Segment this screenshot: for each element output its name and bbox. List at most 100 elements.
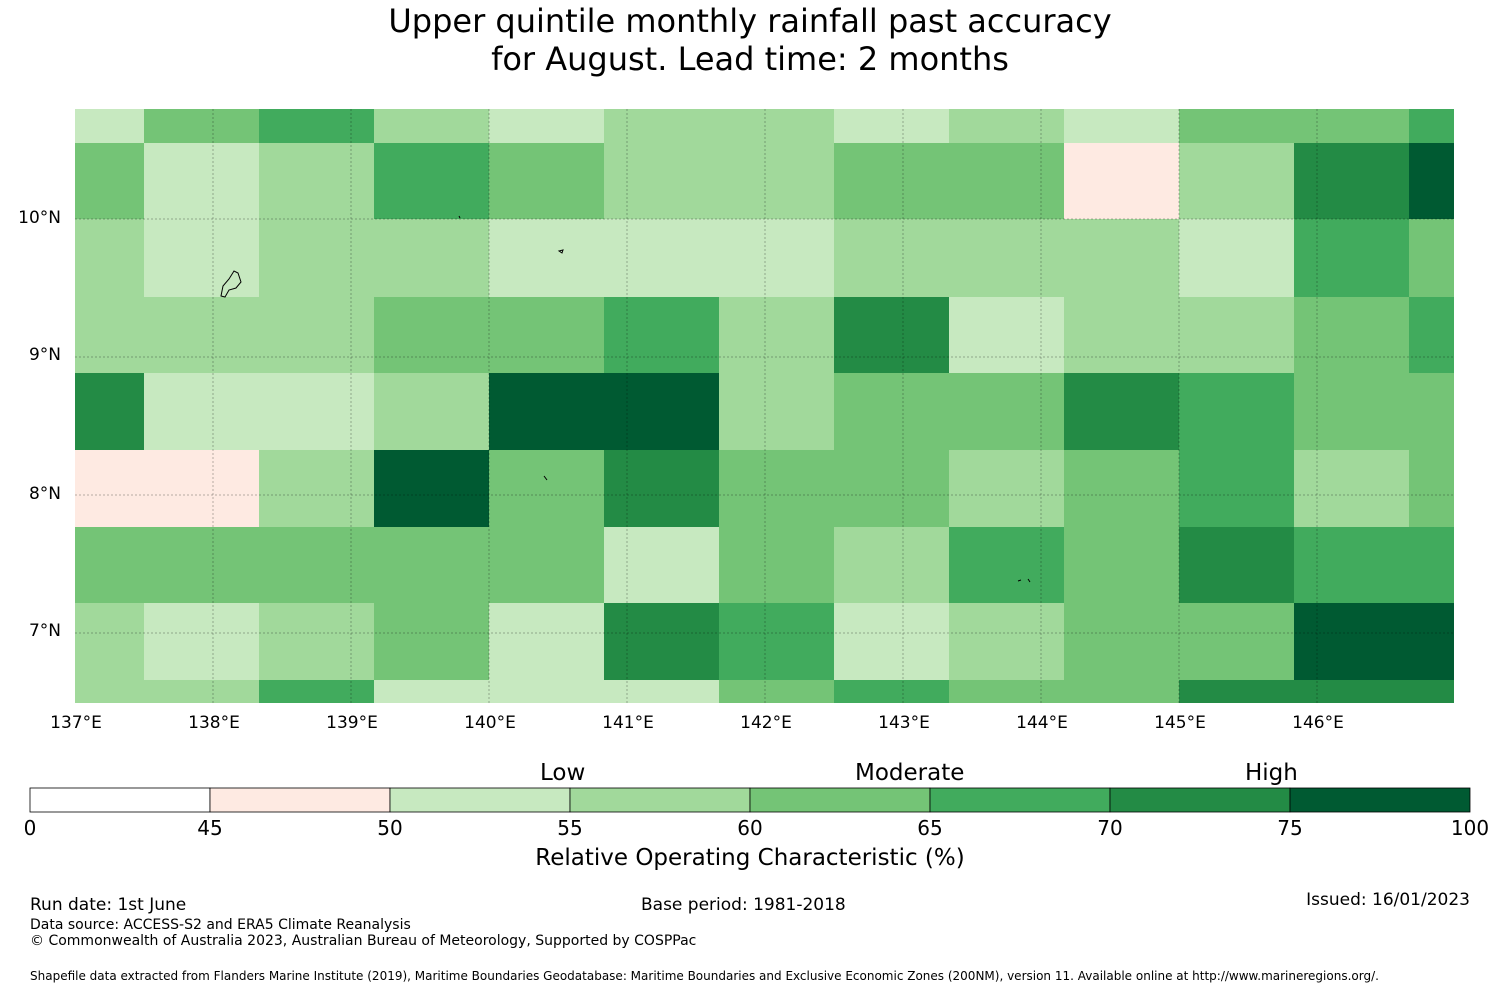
grid-cell <box>604 680 719 703</box>
grid-cell <box>604 603 719 680</box>
lat-label-9n: 9°N <box>28 345 61 365</box>
grid-cell <box>1064 373 1179 450</box>
grid-cell <box>144 373 259 450</box>
grid-cell <box>719 143 834 219</box>
grid-cell <box>719 109 834 143</box>
grid-cell <box>75 603 144 680</box>
map-title-line-1: Upper quintile monthly rainfall past acc… <box>388 2 1112 40</box>
grid-cell <box>949 219 1064 297</box>
grid-cell <box>144 603 259 680</box>
lon-label-137e: 137°E <box>50 713 102 733</box>
grid-cell <box>75 373 144 450</box>
colorbar-title: Relative Operating Characteristic (%) <box>535 845 965 871</box>
grid-cell <box>489 527 604 603</box>
category-label-high: High <box>1245 760 1298 786</box>
grid-cell <box>259 109 374 143</box>
accuracy-grid <box>75 109 1454 703</box>
lon-label-144e: 144°E <box>1016 713 1068 733</box>
lon-label-145e: 145°E <box>1154 713 1206 733</box>
grid-cell <box>1179 450 1294 527</box>
grid-cell <box>1179 297 1294 373</box>
colorbar-swatch <box>389 787 571 813</box>
grid-cell <box>489 603 604 680</box>
grid-cell <box>259 143 374 219</box>
shapefile-credit: Shapefile data extracted from Flanders M… <box>30 969 1379 983</box>
grid-cell <box>949 143 1064 219</box>
grid-cell <box>1409 373 1454 450</box>
grid-cell <box>1294 527 1409 603</box>
grid-cell <box>1294 603 1409 680</box>
grid-cell <box>1409 297 1454 373</box>
grid-cell <box>1294 219 1409 297</box>
grid-cell <box>489 450 604 527</box>
copyright-notice: © Commonwealth of Australia 2023, Austra… <box>30 933 697 949</box>
lon-label-141e: 141°E <box>602 713 654 733</box>
grid-cell <box>1179 109 1294 143</box>
graticule <box>75 109 1454 703</box>
colorbar-tick-45: 45 <box>197 816 223 840</box>
grid-cell <box>1409 219 1454 297</box>
grid-cell <box>834 219 949 297</box>
colorbar-swatch <box>209 787 391 813</box>
grid-cell <box>1064 219 1179 297</box>
run-date: Run date: 1st June <box>30 895 187 915</box>
grid-cell <box>374 297 489 373</box>
grid-cell <box>1064 143 1179 219</box>
grid-cell <box>1179 603 1294 680</box>
grid-cell <box>949 450 1064 527</box>
grid-cell <box>604 297 719 373</box>
lat-label-8n: 8°N <box>28 484 61 504</box>
map-title-line-2: for August. Lead time: 2 months <box>491 40 1009 78</box>
grid-cell <box>1179 143 1294 219</box>
grid-cell <box>719 527 834 603</box>
colorbar-swatch <box>1109 787 1291 813</box>
grid-cell <box>1294 297 1409 373</box>
grid-cell <box>604 109 719 143</box>
colorbar-swatch <box>29 787 211 813</box>
island-outlines <box>220 215 1031 583</box>
grid-cell <box>489 109 604 143</box>
grid-cell <box>75 450 144 527</box>
grid-cell <box>719 297 834 373</box>
grid-cell <box>489 219 604 297</box>
grid-cell <box>259 680 374 703</box>
grid-cell <box>949 109 1064 143</box>
grid-cell <box>834 373 949 450</box>
grid-cell <box>144 219 259 297</box>
island-outline <box>458 215 461 219</box>
colorbar <box>29 787 1471 813</box>
colorbar-tick-60: 60 <box>737 816 763 840</box>
grid-cell <box>1409 143 1454 219</box>
grid-cell <box>1179 219 1294 297</box>
grid-cell <box>374 680 489 703</box>
grid-cell <box>949 680 1064 703</box>
grid-cell <box>719 373 834 450</box>
grid-cell <box>1409 109 1454 143</box>
grid-cell <box>1064 297 1179 373</box>
grid-cell <box>144 109 259 143</box>
grid-cell <box>489 680 604 703</box>
grid-cell <box>719 680 834 703</box>
grid-cell <box>144 297 259 373</box>
grid-cell <box>144 143 259 219</box>
grid-cell <box>489 297 604 373</box>
grid-cell <box>75 297 144 373</box>
issued-date: Issued: 16/01/2023 <box>1306 890 1470 910</box>
data-source: Data source: ACCESS-S2 and ERA5 Climate … <box>30 917 411 933</box>
colorbar-swatch <box>1289 787 1471 813</box>
grid-cell <box>75 143 144 219</box>
grid-cell <box>259 603 374 680</box>
grid-cell <box>374 603 489 680</box>
grid-cell <box>259 373 374 450</box>
category-label-moderate: Moderate <box>855 760 965 786</box>
grid-cell <box>1294 680 1409 703</box>
grid-cell <box>489 373 604 450</box>
grid-cell <box>374 450 489 527</box>
lon-label-139e: 139°E <box>326 713 378 733</box>
grid-cell <box>259 219 374 297</box>
base-period: Base period: 1981-2018 <box>641 895 846 915</box>
category-label-low: Low <box>540 760 586 786</box>
colorbar-tick-0: 0 <box>23 816 37 840</box>
lon-label-143e: 143°E <box>878 713 930 733</box>
grid-cell <box>1294 109 1409 143</box>
